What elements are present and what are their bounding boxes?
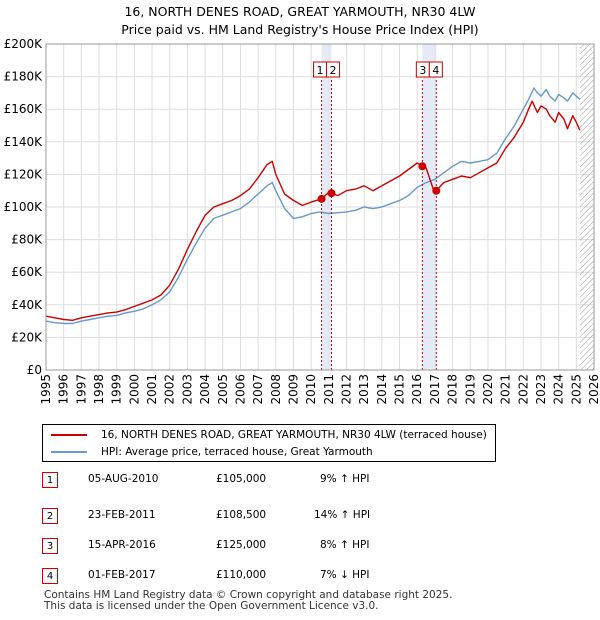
footer-licence: This data is licensed under the Open Gov…	[44, 600, 379, 612]
x-tick-label: 2013	[357, 374, 371, 405]
x-tick-label: 2019	[463, 374, 477, 405]
transaction-row: 4 01-FEB-2017 £110,000 7% ↓ HPI	[42, 568, 462, 584]
sale-marker-label: 2	[330, 64, 337, 77]
x-tick-label: 2010	[304, 374, 318, 405]
hpi-line	[45, 87, 581, 325]
transaction-date: 23-FEB-2011	[88, 509, 156, 521]
sale-point	[432, 186, 441, 195]
plot-frame	[45, 43, 595, 371]
transaction-date: 05-AUG-2010	[88, 473, 159, 485]
transaction-hpi: 9% ↑ HPI	[320, 473, 370, 485]
sale-period-shade	[422, 44, 437, 370]
x-tick-label: 2006	[233, 374, 247, 405]
x-tick-label: 2003	[180, 374, 194, 405]
transaction-price: £110,000	[216, 569, 267, 581]
sale-marker-label: 4	[432, 64, 439, 77]
y-tick-label: £100K	[4, 200, 44, 214]
transaction-price: £105,000	[216, 473, 267, 485]
x-tick-label: 2015	[393, 374, 407, 405]
x-tick-label: 2025	[569, 374, 583, 405]
sale-point	[317, 194, 326, 203]
transaction-date: 01-FEB-2017	[88, 569, 156, 581]
transaction-price: £125,000	[216, 539, 267, 551]
y-tick-label: £40K	[11, 298, 43, 312]
sale-marker-box	[428, 61, 443, 78]
legend-item-property: 16, NORTH DENES ROAD, GREAT YARMOUTH, NR…	[51, 427, 487, 443]
x-tick-label: 2017	[428, 374, 442, 405]
legend-item-hpi: HPI: Average price, terraced house, Grea…	[51, 444, 373, 460]
x-tick-label: 2016	[410, 374, 424, 405]
property-price-line	[45, 100, 581, 321]
x-tick-label: 2022	[516, 374, 530, 405]
x-tick-label: 2000	[127, 374, 141, 405]
x-tick-label: 2024	[552, 374, 566, 405]
sale-point	[327, 189, 336, 198]
x-tick-label: 2008	[269, 374, 283, 405]
x-tick-label: 2009	[286, 374, 300, 405]
x-tick-label: 2004	[198, 374, 212, 405]
x-tick-label: 2002	[163, 374, 177, 405]
x-tick-label: 2020	[481, 374, 495, 405]
x-tick-label: 2011	[322, 374, 336, 405]
x-tick-label: 1999	[110, 374, 124, 405]
x-tick-label: 2026	[587, 374, 600, 405]
sale-point	[418, 162, 427, 171]
x-tick-label: 2001	[145, 374, 159, 405]
chart-subtitle: Price paid vs. HM Land Registry's House …	[121, 22, 478, 37]
footer: Contains HM Land Registry data © Crown c…	[44, 590, 452, 612]
legend-swatch-hpi	[51, 451, 87, 453]
x-tick-label: 1995	[39, 374, 53, 405]
sale-marker-label: 1	[317, 64, 324, 77]
transaction-row: 1 05-AUG-2010 £105,000 9% ↑ HPI	[42, 472, 462, 488]
future-hatch	[579, 44, 594, 370]
x-tick-label: 2012	[340, 374, 354, 405]
x-tick-label: 2005	[216, 374, 230, 405]
y-tick-label: £0	[27, 363, 42, 377]
sale-marker-label: 3	[419, 64, 426, 77]
transaction-badge: 1	[42, 472, 58, 488]
x-tick-label: 2018	[446, 374, 460, 405]
chart-title: 16, NORTH DENES ROAD, GREAT YARMOUTH, NR…	[124, 4, 475, 19]
legend: 16, NORTH DENES ROAD, GREAT YARMOUTH, NR…	[42, 424, 496, 462]
x-tick-label: 2023	[534, 374, 548, 405]
legend-swatch-property	[51, 434, 87, 436]
x-tick-label: 2014	[375, 374, 389, 405]
y-tick-label: £180K	[4, 70, 44, 84]
legend-label-property: 16, NORTH DENES ROAD, GREAT YARMOUTH, NR…	[101, 429, 487, 441]
transaction-date: 15-APR-2016	[88, 539, 156, 551]
y-tick-label: £200K	[4, 37, 44, 51]
x-tick-label: 1997	[74, 374, 88, 405]
y-tick-label: £140K	[4, 135, 44, 149]
legend-label-hpi: HPI: Average price, terraced house, Grea…	[101, 446, 373, 458]
x-tick-label: 2007	[251, 374, 265, 405]
y-tick-label: £20K	[11, 330, 43, 344]
x-tick-label: 1998	[92, 374, 106, 405]
transaction-price: £108,500	[216, 509, 267, 521]
x-tick-label: 1996	[57, 374, 71, 405]
transaction-badge: 2	[42, 508, 58, 524]
transaction-hpi: 8% ↑ HPI	[320, 539, 370, 551]
price-chart: 16, NORTH DENES ROAD, GREAT YARMOUTH, NR…	[4, 4, 600, 405]
y-tick-label: £160K	[4, 102, 44, 116]
sale-period-shade	[321, 44, 332, 370]
y-tick-label: £60K	[11, 265, 43, 279]
transaction-badge: 3	[42, 538, 58, 554]
transaction-row: 2 23-FEB-2011 £108,500 14% ↑ HPI	[42, 508, 462, 524]
sale-marker-box	[326, 61, 341, 78]
transaction-hpi: 14% ↑ HPI	[314, 509, 371, 521]
transaction-badge: 4	[42, 568, 58, 584]
y-tick-label: £80K	[11, 233, 43, 247]
x-tick-label: 2021	[499, 374, 513, 405]
transaction-hpi: 7% ↓ HPI	[320, 569, 370, 581]
footer-copyright: Contains HM Land Registry data © Crown c…	[44, 589, 453, 601]
y-tick-label: £120K	[4, 167, 44, 181]
transaction-row: 3 15-APR-2016 £125,000 8% ↑ HPI	[42, 538, 462, 554]
